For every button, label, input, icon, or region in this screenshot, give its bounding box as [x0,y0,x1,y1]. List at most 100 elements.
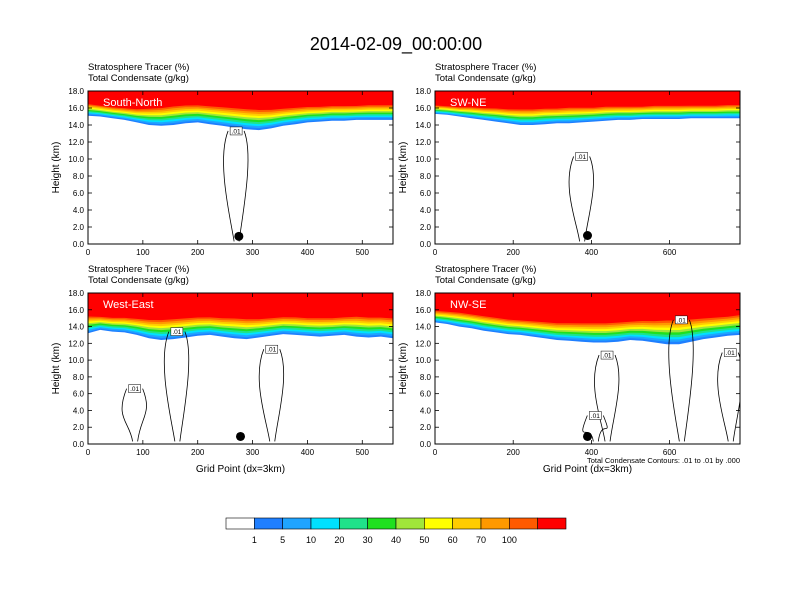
contour-label: .01 [170,327,184,336]
y-tick-label: 8.0 [420,373,432,382]
y-tick-label: 10.0 [415,155,431,164]
x-tick-label: 200 [191,448,205,457]
tracer-band [435,293,740,299]
plot-frame [434,292,741,445]
contour-label-box [575,152,588,161]
y-tick-label: 6.0 [420,189,432,198]
x-tick-label: 600 [663,448,677,457]
panel-subtitle-condensate: Total Condensate (g/kg) [435,275,536,286]
panel-subtitle-condensate: Total Condensate (g/kg) [435,73,536,84]
tracer-field [88,91,393,131]
y-tick-label: 14.0 [68,121,84,130]
x-tick-label: 400 [301,448,315,457]
colorbar-swatch [282,517,312,530]
y-tick-label: 12.0 [415,138,431,147]
contour-note: Total Condensate Contours: .01 to .01 by… [587,456,740,465]
y-tick-label: 8.0 [420,172,432,181]
contour-label-box [128,384,141,393]
x-tick-label: 0 [86,248,91,257]
y-axis-label: Height (km) [51,343,62,395]
colorbar-swatch [339,517,368,530]
contour-label-text: .01 [172,329,181,336]
colorbar-level-label: 30 [363,535,373,545]
x-tick-label: 200 [191,248,205,257]
colorbar-level-label: 100 [502,535,517,545]
plot-frame [87,90,394,245]
contour-label-text: .01 [591,413,600,420]
location-marker [583,431,592,441]
contour-label-box [265,344,279,354]
panel-west-east: .01 .01 .01 0.0 2.0 4.0 6.0 8.0 10.0 12.0 14.0 16.0… [51,264,394,475]
y-tick-label: 12.0 [68,138,84,147]
contour-label: .01 [128,384,141,393]
condensate-contours [121,331,285,442]
x-tick-label: 100 [136,448,150,457]
condensate-contours [582,319,740,442]
y-tick-label: 8.0 [73,373,85,382]
panel-nw-se: .01 .01 .01 .01 0.0 2.0 4.0 6.0 8.0 10.0 12.0 14.0 1… [398,264,741,475]
contour-label-text: .01 [267,347,276,354]
y-tick-label: 18.0 [415,289,431,298]
panel-name: SW-NE [450,97,486,109]
y-tick-label: 16.0 [68,306,84,315]
x-tick-label: 200 [507,448,521,457]
colorbar-swatch [254,517,283,530]
x-tick-label: 0 [433,248,438,257]
main-title: 2014-02-09_00:00:00 [310,34,482,55]
location-marker [236,431,245,441]
x-tick-label: 400 [585,448,599,457]
tracer-band [88,293,393,321]
panel-subtitle-tracer: Stratosphere Tracer (%) [88,264,189,275]
y-tick-label: 14.0 [68,323,84,332]
y-tick-label: 2.0 [420,423,432,432]
condensate-contour-line [668,319,694,442]
contour-label: .01 [265,344,279,354]
y-axis-label: Height (km) [398,142,409,194]
contour-label-text: .01 [677,317,686,324]
y-tick-label: 12.0 [68,339,84,348]
x-tick-label: 300 [246,248,260,257]
panel-south-north: .01 0.0 2.0 4.0 6.0 8.0 10.0 12.0 14.0 16.0 18.0 0 1… [51,62,394,257]
y-tick-label: 16.0 [68,104,84,113]
x-tick-label: 500 [356,248,370,257]
contour-label: .01 [723,348,737,357]
y-tick-label: 10.0 [415,356,431,365]
colorbar-swatch [395,517,425,530]
y-tick-label: 6.0 [73,390,85,399]
contour-label-text: .01 [603,353,612,360]
colorbar-swatch [537,517,567,530]
condensate-contour-line [121,388,147,442]
panel-subtitle-condensate: Total Condensate (g/kg) [88,73,189,84]
contour-label: .01 [675,315,688,324]
y-tick-label: 18.0 [68,289,84,298]
tracer-band [435,293,740,324]
panel-sw-ne: .01 0.0 2.0 4.0 6.0 8.0 10.0 12.0 14.0 16.0 18.0 0 2… [398,62,741,257]
colorbar-level-label: 50 [419,535,429,545]
condensate-contour-line [258,349,285,442]
panel-name: NW-SE [450,299,486,311]
colorbar-swatch [480,517,510,530]
contour-label-text: .01 [232,128,241,135]
x-axis-label: Grid Point (dx=3km) [543,464,632,475]
colorbar-level-label: 1 [252,535,257,545]
y-tick-label: 4.0 [73,206,85,215]
x-tick-label: 100 [136,248,150,257]
colorbar-level-label: 60 [448,535,458,545]
y-tick-label: 10.0 [68,356,84,365]
y-tick-label: 2.0 [420,223,432,232]
panel-name: South-North [103,97,162,109]
colorbar-swatch [509,517,538,530]
y-tick-label: 14.0 [415,323,431,332]
panel-subtitle-tracer: Stratosphere Tracer (%) [435,62,536,73]
contour-label-box [589,411,602,420]
panel-subtitle-tracer: Stratosphere Tracer (%) [88,62,189,73]
contour-label-box [170,327,184,336]
y-tick-label: 16.0 [415,104,431,113]
x-tick-label: 500 [356,448,370,457]
x-tick-label: 200 [507,248,521,257]
y-tick-label: 2.0 [73,223,85,232]
panels-group: .01 0.0 2.0 4.0 6.0 8.0 10.0 12.0 14.0 16.0 18.0 0 1… [51,62,741,475]
colorbar-level-label: 40 [391,535,401,545]
y-axis-label: Height (km) [51,142,62,194]
